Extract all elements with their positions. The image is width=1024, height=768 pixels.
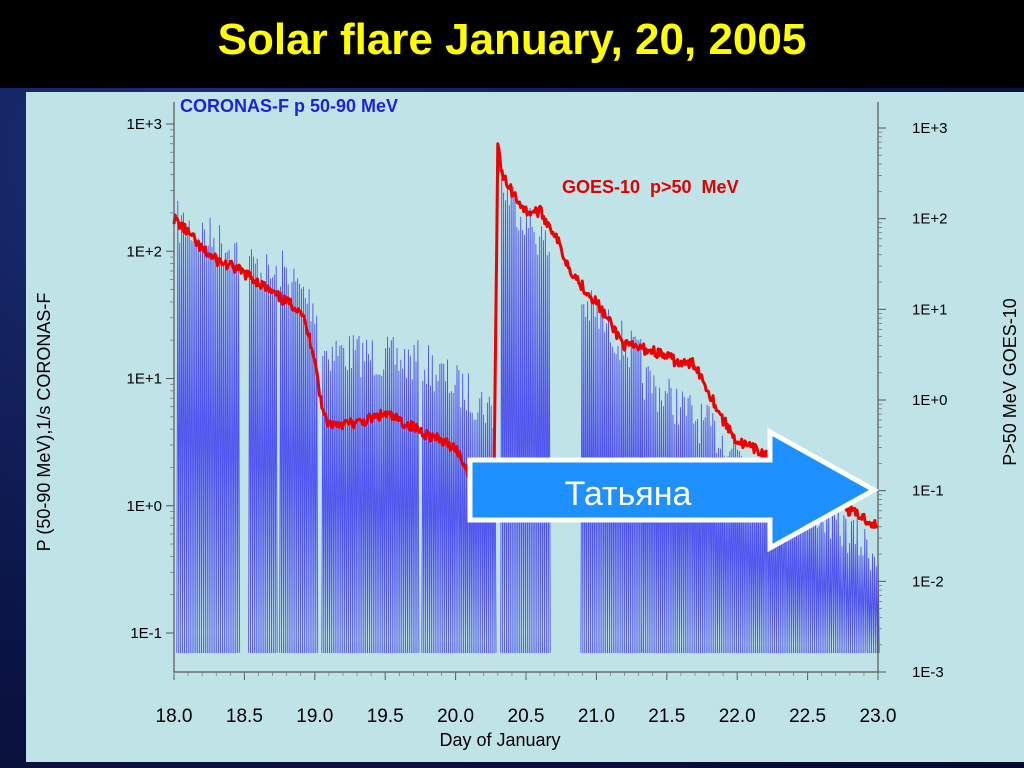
x-tick-label: 21.5 — [648, 706, 685, 727]
y-left-tick-label: 1E+2 — [127, 243, 162, 260]
arrow-label: Татьяна — [565, 475, 692, 513]
coronas-series — [176, 177, 880, 654]
legend-goes: GOES-10 p>50 MeV — [562, 177, 739, 197]
y-right-tick-label: 1E+1 — [912, 301, 947, 318]
y-right-tick-label: 1E+3 — [912, 120, 947, 137]
annotation-arrow: Татьяна — [467, 427, 880, 553]
x-tick-label: 23.0 — [860, 706, 897, 727]
goes-series — [172, 142, 879, 529]
x-tick-label: 20.0 — [437, 706, 474, 727]
x-tick-label: 18.5 — [226, 706, 263, 727]
arrow-right-icon — [467, 427, 880, 553]
x-axis-title: Day of January — [439, 730, 560, 750]
title-bar — [0, 0, 1024, 88]
y-left-tick-label: 1E-1 — [130, 625, 162, 642]
x-tick-label: 19.5 — [367, 706, 404, 727]
goes-series-line — [172, 142, 879, 529]
y-left-tick-label: 1E+0 — [127, 498, 162, 515]
y-right-tick-label: 1E-2 — [912, 573, 944, 590]
slide-title: Solar flare January, 20, 2005 — [217, 15, 807, 64]
y-axis-left-title: P (50-90 MeV),1/s CORONAS-F — [34, 293, 54, 552]
legend-coronas: CORONAS-F p 50-90 MeV — [180, 96, 398, 116]
y-left-tick-label: 1E+1 — [127, 371, 162, 388]
x-tick-label: 22.0 — [719, 706, 756, 727]
y-right-tick-label: 1E-1 — [912, 483, 944, 500]
chart: 1E-1 1E+0 1E+1 1E+2 1E+3 1E-3 1E-2 1E-1 1E+0 1E+1… — [34, 96, 1020, 750]
y-right-tick-label: 1E-3 — [912, 664, 944, 681]
x-tick-label: 20.5 — [508, 706, 545, 727]
y-axis-right-title: P>50 MeV GOES-10 — [1000, 298, 1020, 466]
x-tick-label: 22.5 — [789, 706, 826, 727]
y-left-tick-label: 1E+3 — [127, 116, 162, 133]
coronas-series-line — [176, 177, 880, 654]
x-tick-label: 18.0 — [156, 706, 193, 727]
x-tick-label: 21.0 — [578, 706, 615, 727]
axes: 1E-1 1E+0 1E+1 1E+2 1E+3 1E-3 1E-2 1E-1 1E+0 1E+1… — [127, 102, 947, 727]
y-right-tick-label: 1E+2 — [912, 211, 947, 228]
x-tick-label: 19.0 — [296, 706, 333, 727]
chart-panel: 1E-1 1E+0 1E+1 1E+2 1E+3 1E-3 1E-2 1E-1 1E+0 1E+1… — [26, 92, 1024, 762]
y-right-tick-label: 1E+0 — [912, 392, 947, 409]
